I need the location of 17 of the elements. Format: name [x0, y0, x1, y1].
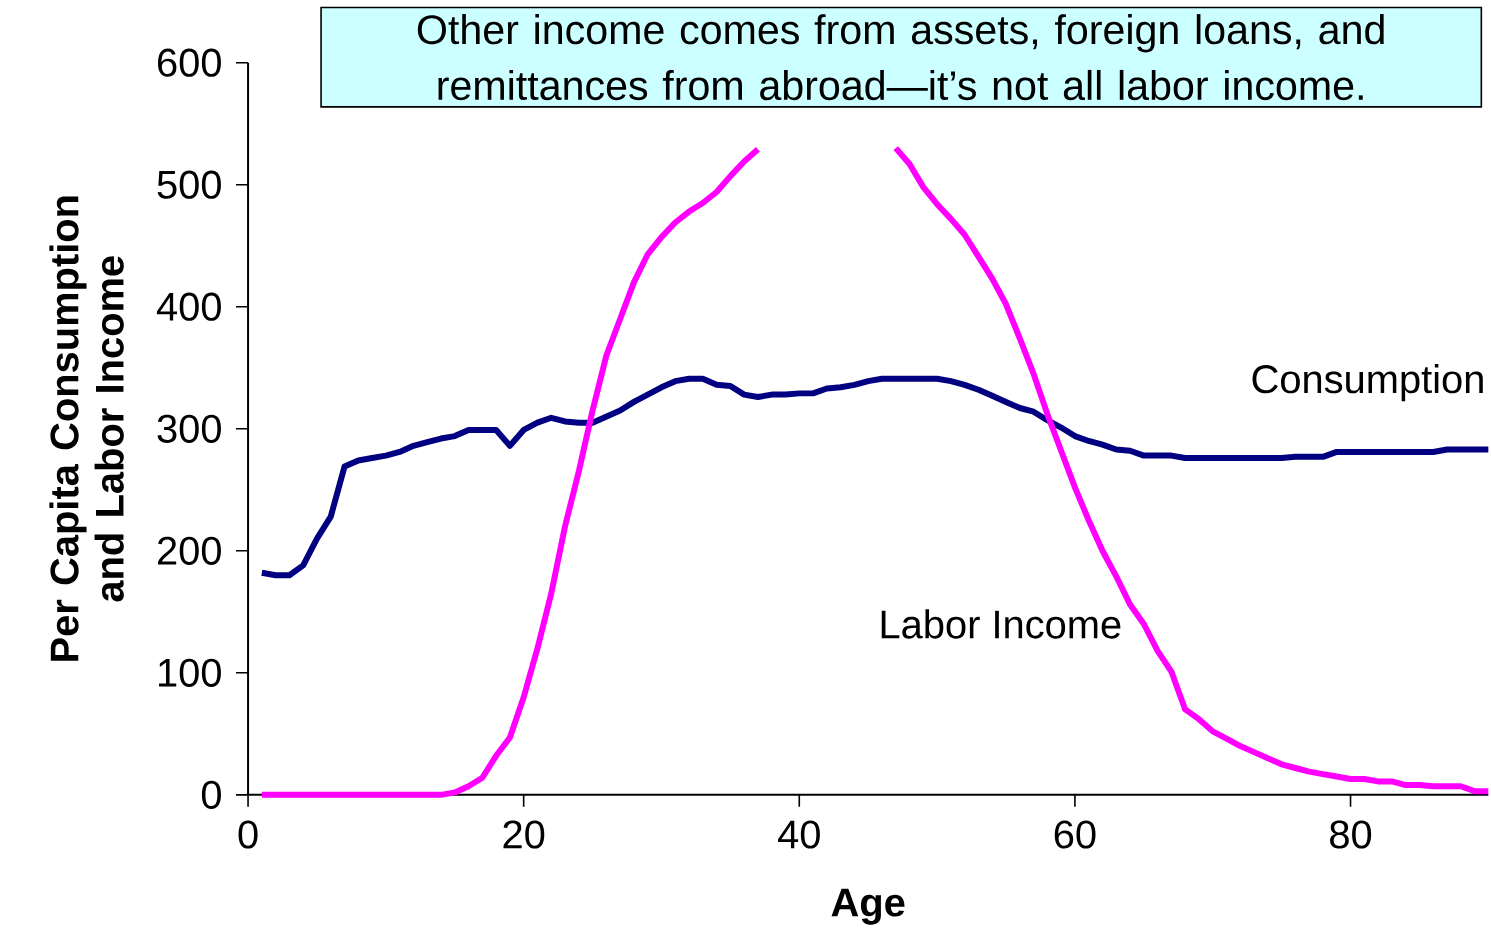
y-tick-label: 500	[157, 170, 221, 199]
x-tick-label: 80	[1330, 820, 1372, 849]
y-tick-label: 300	[157, 414, 221, 443]
y-tick-label: 400	[156, 292, 221, 321]
x-tick-label: 20	[503, 820, 545, 849]
y-tick-label: 600	[158, 48, 221, 77]
y-tick-label: 0	[201, 780, 221, 810]
series-label: Labor Income	[881, 609, 1121, 639]
y-tick-label: 100	[159, 658, 221, 687]
annotation: Other income comes from assets, foreign loans, and remittances from abroad—it’s not all labor income.	[417, 14, 1384, 101]
x-tick-label: 60	[1054, 820, 1096, 849]
x-axis-title: Age	[831, 888, 905, 925]
x-tick-label: 40	[778, 820, 820, 849]
y-tick-label: 200	[158, 536, 221, 565]
series-label: Consumption	[1252, 364, 1483, 402]
y-axis-title: Per Capita Consumption and Labor Income	[49, 196, 124, 661]
x-tick-label: 0	[238, 820, 258, 849]
